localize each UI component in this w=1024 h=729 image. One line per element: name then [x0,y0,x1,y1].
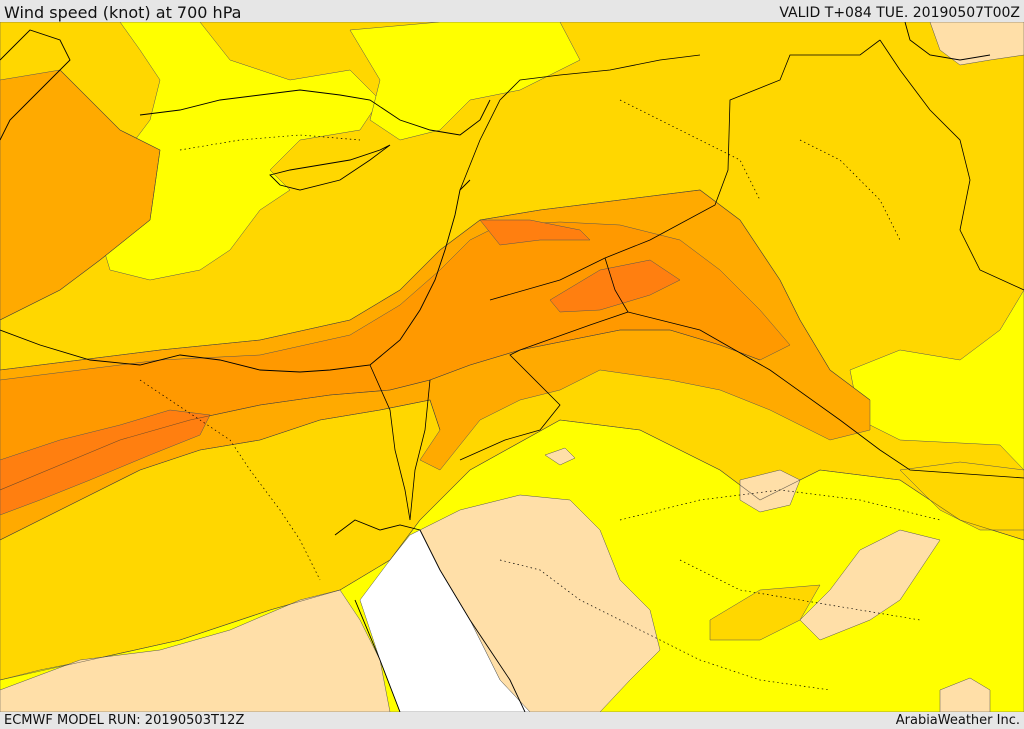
contour-fill-light-north [94,22,381,281]
valid-time: VALID T+084 TUE. 20190507T00Z [779,5,1020,21]
contour-fill-calm-se [939,677,991,712]
header-bar: Wind speed (knot) at 700 hPa VALID T+084… [0,0,1024,22]
contour-fill-calm-corner [929,22,1024,66]
contour-fill-calm-small [544,447,576,466]
contour-fill-strongest [0,409,211,516]
credit: ArabiaWeather Inc. [895,713,1020,728]
country-borders [369,39,1024,521]
map-title: Wind speed (knot) at 700 hPa [4,3,242,22]
region-borders [139,99,941,691]
contour-fill-calm-east [799,529,941,641]
contour-fill-strongest-east [479,219,591,246]
contour-fill-light-northeast [349,22,581,141]
map-canvas [0,22,1024,712]
contour-fill-moderate-se [709,584,821,641]
contour-fill-moderate-east [899,461,1024,531]
model-run: ECMWF MODEL RUN: 20190503T12Z [4,713,245,728]
wind-speed-map [0,22,1024,712]
footer-bar: ECMWF MODEL RUN: 20190503T12Z ArabiaWeat… [0,712,1024,729]
coastlines [0,22,991,712]
